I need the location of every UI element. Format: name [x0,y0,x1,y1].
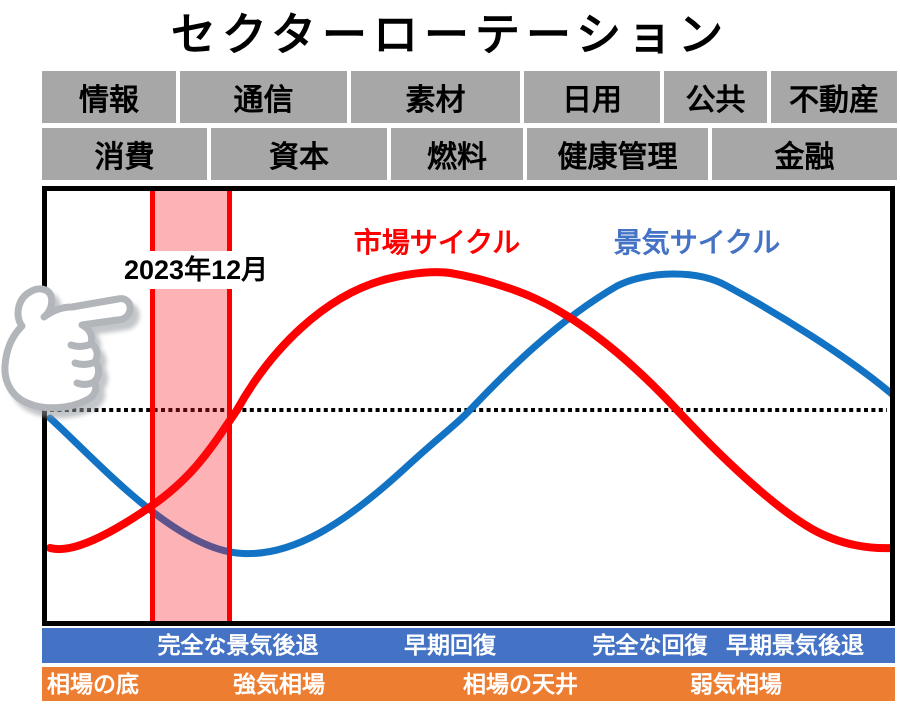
sector-cell-shihon: 資本 [211,128,387,180]
phase-market-top: 相場の天井 [463,671,578,697]
phase-bull-market: 強気相場 [233,671,325,697]
sector-cell-sozai: 素材 [351,71,520,123]
phase-bear-market: 弱気相場 [690,671,782,697]
sector-row-2: 消費 資本 燃料 健康管理 金融 [42,128,897,180]
market-cycle-curve [47,268,890,554]
sector-cell-fudosan: 不動産 [771,71,897,123]
sector-cell-kokyo: 公共 [664,71,767,123]
phase-early-recovery: 早期回復 [404,632,496,658]
phase-early-recession: 早期景気後退 [726,632,864,658]
phase-full-recession: 完全な景気後退 [157,632,319,658]
cycle-chart: 市場サイクル 景気サイクル 2023年12月 [42,186,895,626]
sector-cell-kenko: 健康管理 [527,128,708,180]
pointing-hand-icon [1,285,134,412]
business-cycle-curve [47,270,890,558]
sector-cell-nichiyo: 日用 [524,71,660,123]
sector-cell-tsushin: 通信 [180,71,347,123]
highlight-band-right-border [227,191,232,621]
business-cycle-phase-bar: 完全な景気後退 早期回復 完全な回復 早期景気後退 [42,628,895,663]
sector-cell-joho: 情報 [42,71,176,123]
sector-cell-shohi: 消費 [42,128,207,180]
business-cycle-label: 景気サイクル [613,227,781,258]
sector-cell-nenryo: 燃料 [391,128,523,180]
market-cycle-label: 市場サイクル [353,227,521,258]
sector-row-1: 情報 通信 素材 日用 公共 不動産 [42,71,897,123]
page-title: セクターローテーション [170,9,730,60]
phase-full-recovery: 完全な回復 [592,632,708,658]
highlight-date-label: 2023年12月 [124,251,268,289]
market-phase-bar: 相場の底 強気相場 相場の天井 弱気相場 [42,667,895,701]
sector-cell-kinyu: 金融 [712,128,897,180]
phase-market-bottom: 相場の底 [47,671,139,697]
highlight-band-left-border [150,191,155,621]
sector-grid: 情報 通信 素材 日用 公共 不動産 消費 資本 燃料 健康管理 金融 [42,71,897,185]
